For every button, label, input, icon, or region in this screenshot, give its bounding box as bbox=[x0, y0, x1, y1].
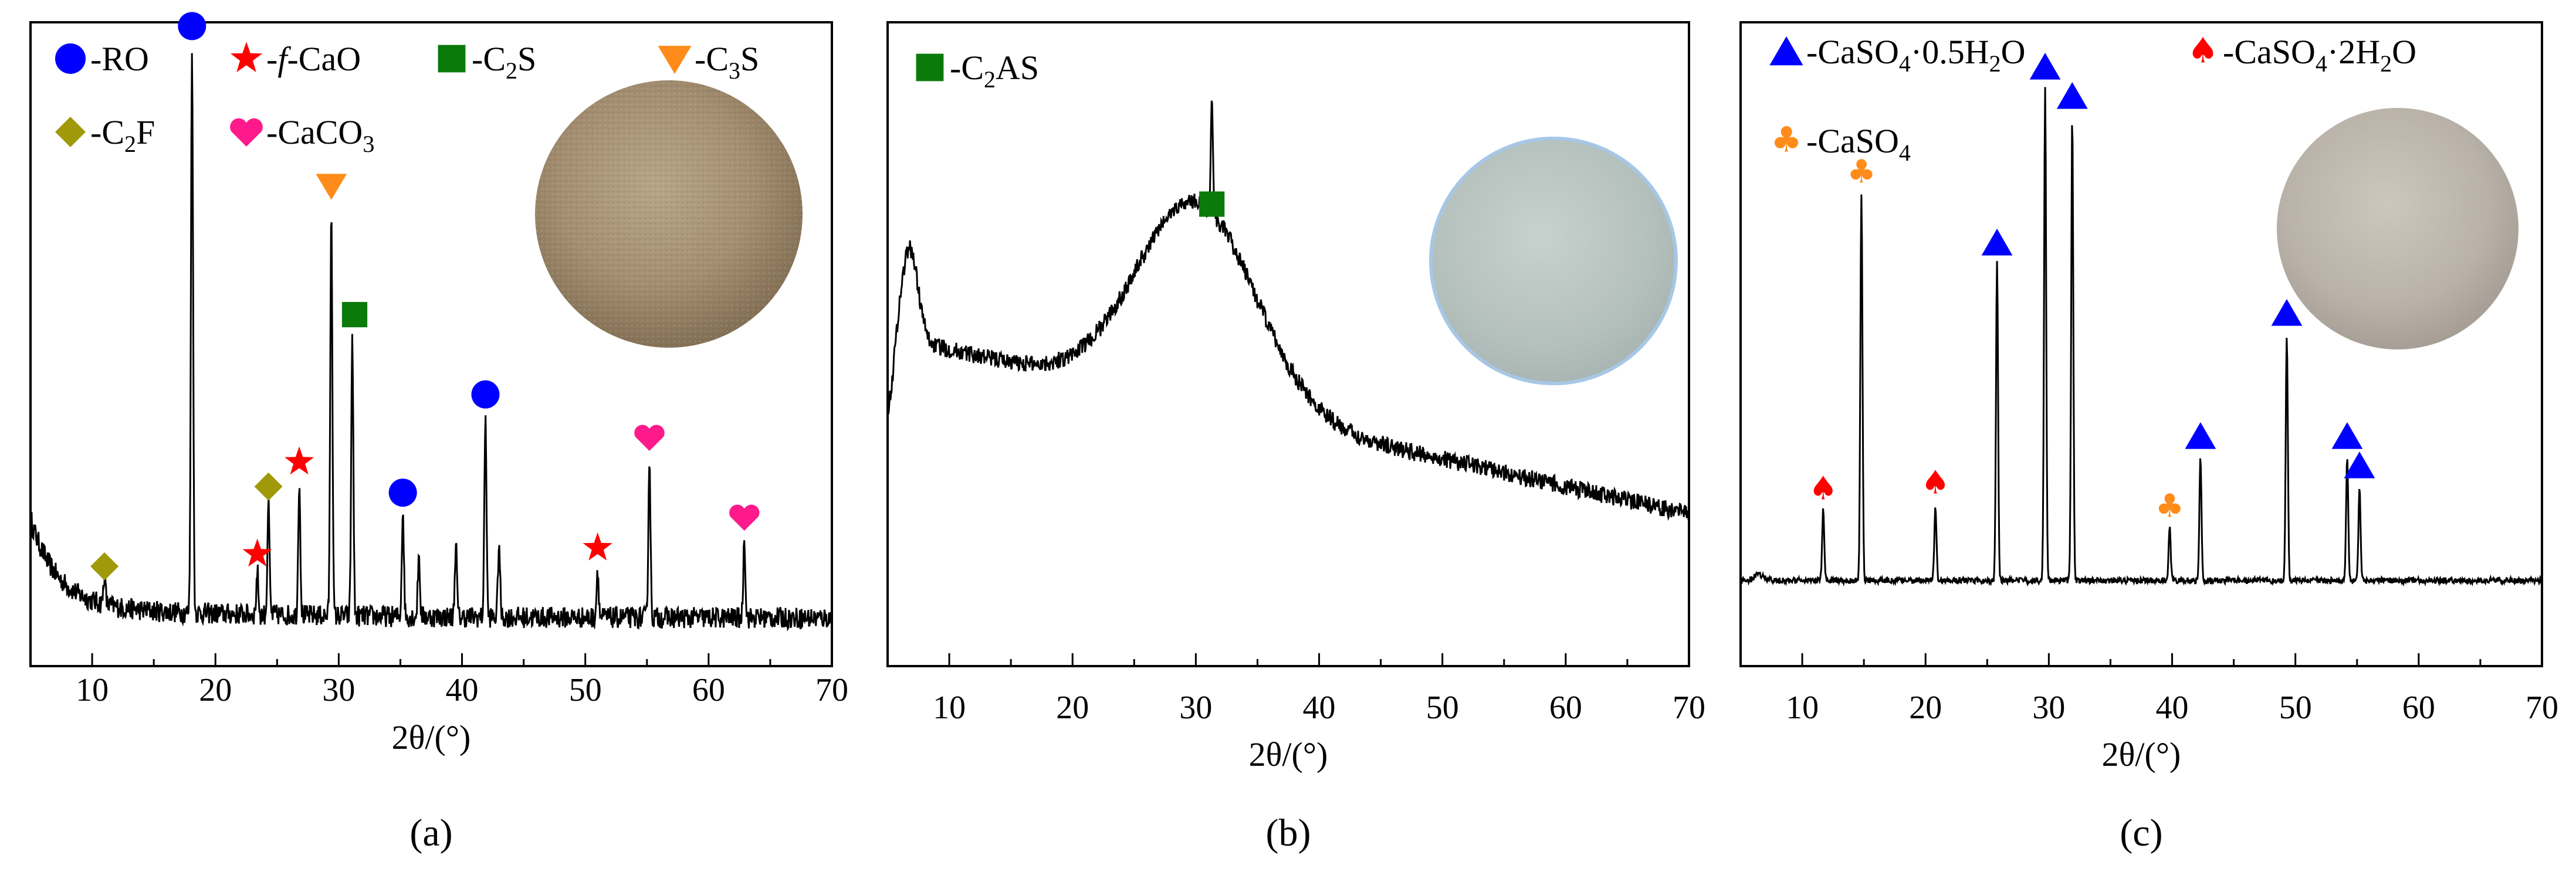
panel-label-c: (c) bbox=[2120, 812, 2162, 854]
x-axis-b: 10 20 30 40 50 60 70 bbox=[886, 653, 1705, 726]
peak-marker-triangle-down-icon bbox=[316, 174, 347, 200]
peak-marker-diamond-icon bbox=[90, 552, 119, 581]
legend-b: -C2​AS bbox=[916, 49, 1039, 93]
x-tick-label: 70 bbox=[2526, 690, 2558, 726]
legend-club-icon: ♣ bbox=[1771, 120, 1802, 161]
legend-spade-icon: ♠ bbox=[2187, 30, 2219, 72]
x-tick-label: 10 bbox=[1786, 690, 1819, 726]
legend-c: -CaSO4​·0.5H2​O ♠-CaSO4​·2H2​O ♣-CaSO4​ bbox=[1769, 30, 2416, 166]
peak-marker-square-icon bbox=[1199, 191, 1225, 217]
x-axis-label-a: 2θ/(°) bbox=[392, 718, 471, 756]
panel-b: -C2​AS 10 20 30 40 50 60 70 2θ/(°) (b) bbox=[886, 21, 1705, 854]
legend-circle-icon bbox=[55, 43, 86, 74]
peak-marker-triangle-up-icon bbox=[2185, 422, 2216, 449]
peak-marker-star-icon bbox=[583, 532, 612, 561]
legend-a: -RO -f-CaO -C2​S -C3​S -C2​F -CaCO3​ bbox=[55, 40, 759, 157]
peak-marker-triangle-up-icon bbox=[2029, 53, 2061, 80]
peak-marker-star-icon bbox=[285, 446, 314, 475]
peak-marker-spade-icon: ♠ bbox=[1921, 464, 1949, 501]
peak-marker-spade-icon: ♠ bbox=[1809, 470, 1837, 507]
plot-frame-a bbox=[29, 21, 833, 667]
legend-label: -RO bbox=[90, 40, 149, 78]
x-tick-label: 20 bbox=[1056, 690, 1089, 726]
xrd-pattern-a bbox=[29, 53, 833, 632]
panel-label-a: (a) bbox=[409, 812, 452, 854]
peak-marker-club-icon: ♣ bbox=[1847, 153, 1876, 191]
sample-photo-b bbox=[1429, 137, 1678, 385]
legend-label: -CaSO4​·0.5H2​O bbox=[1806, 33, 2025, 77]
legend-label: -CaCO3​ bbox=[266, 113, 374, 157]
legend-label: -CaSO4​ bbox=[1806, 122, 1911, 166]
x-tick-label: 70 bbox=[1673, 690, 1705, 726]
x-tick-label: 70 bbox=[815, 672, 848, 708]
x-axis-label-c: 2θ/(°) bbox=[2102, 735, 2181, 773]
x-tick-label: 60 bbox=[2402, 690, 2435, 726]
legend-square-icon bbox=[438, 45, 466, 73]
peak-marker-diamond-icon bbox=[254, 472, 283, 501]
legend-label: -C2​S bbox=[472, 40, 536, 84]
peak-marker-triangle-up-icon bbox=[2331, 422, 2363, 449]
legend-label: -C3​S bbox=[695, 40, 759, 84]
peak-marker-circle-icon bbox=[471, 380, 500, 409]
x-tick-label: 60 bbox=[692, 672, 725, 708]
peak-marker-heart-icon bbox=[729, 504, 760, 531]
x-tick-label: 20 bbox=[1909, 690, 1942, 726]
plot-frame-c bbox=[1739, 21, 2543, 667]
x-tick-label: 40 bbox=[446, 672, 479, 708]
x-tick-label: 10 bbox=[76, 672, 109, 708]
x-tick-label: 40 bbox=[2156, 690, 2189, 726]
legend-label: -CaSO4​·2H2​O bbox=[2223, 33, 2416, 77]
legend-square-icon bbox=[916, 53, 944, 82]
x-tick-label: 30 bbox=[2032, 690, 2065, 726]
peak-marker-heart-icon bbox=[634, 425, 665, 451]
peak-markers-b bbox=[1199, 191, 1225, 217]
peak-marker-square-icon bbox=[341, 301, 368, 328]
legend-label: -f-CaO bbox=[266, 40, 361, 78]
x-tick-label: 50 bbox=[569, 672, 602, 708]
x-tick-label: 50 bbox=[1426, 690, 1459, 726]
xrd-pattern-c bbox=[1739, 87, 2543, 587]
x-axis-a: 10 20 30 40 50 60 70 bbox=[29, 653, 848, 708]
peak-markers-c: ♠ ♣ ♠ ♣ bbox=[1809, 53, 2375, 525]
legend-label: -C2​AS bbox=[950, 49, 1039, 93]
x-tick-label: 20 bbox=[199, 672, 232, 708]
plot-frame-b bbox=[886, 21, 1690, 667]
x-tick-label: 30 bbox=[322, 672, 355, 708]
x-axis-label-b: 2θ/(°) bbox=[1249, 735, 1328, 773]
x-tick-label: 30 bbox=[1179, 690, 1212, 726]
legend-heart-icon bbox=[230, 118, 263, 147]
x-tick-label: 50 bbox=[2279, 690, 2312, 726]
peak-marker-triangle-up-icon bbox=[2271, 299, 2303, 326]
peak-marker-triangle-up-icon bbox=[2056, 82, 2088, 109]
sample-photo-c bbox=[2277, 108, 2519, 349]
legend-diamond-icon bbox=[55, 117, 86, 147]
x-tick-label: 60 bbox=[1549, 690, 1582, 726]
peak-marker-star-icon bbox=[242, 538, 272, 567]
xrd-pattern-b bbox=[887, 100, 1690, 522]
legend-triangle-down-icon bbox=[658, 46, 692, 74]
peak-marker-circle-icon bbox=[388, 478, 417, 507]
x-axis-c: 10 20 30 40 50 60 70 bbox=[1739, 653, 2558, 726]
panel-label-b: (b) bbox=[1266, 812, 1311, 854]
peak-marker-club-icon: ♣ bbox=[2155, 487, 2184, 525]
panel-c: -CaSO4​·0.5H2​O♠-CaSO4​·2H2​O♣-CaSO4​ ♠♣… bbox=[1739, 21, 2558, 854]
panel-a: -RO -f-CaO -C2​S -C3​S -C2​F -CaCO3​ 10 20 30 40… bbox=[29, 12, 848, 854]
legend-label: -C2​F bbox=[90, 113, 155, 157]
peak-marker-circle-icon bbox=[178, 12, 207, 40]
sample-photo-a bbox=[535, 80, 803, 348]
peak-marker-triangle-up-icon bbox=[2344, 452, 2375, 478]
legend-star-icon bbox=[230, 42, 263, 73]
x-tick-label: 40 bbox=[1303, 690, 1336, 726]
peak-marker-triangle-up-icon bbox=[1981, 229, 2013, 256]
x-tick-label: 10 bbox=[933, 690, 966, 726]
legend-triangle-up-icon bbox=[1769, 36, 1803, 66]
peak-markers-a bbox=[90, 12, 760, 581]
